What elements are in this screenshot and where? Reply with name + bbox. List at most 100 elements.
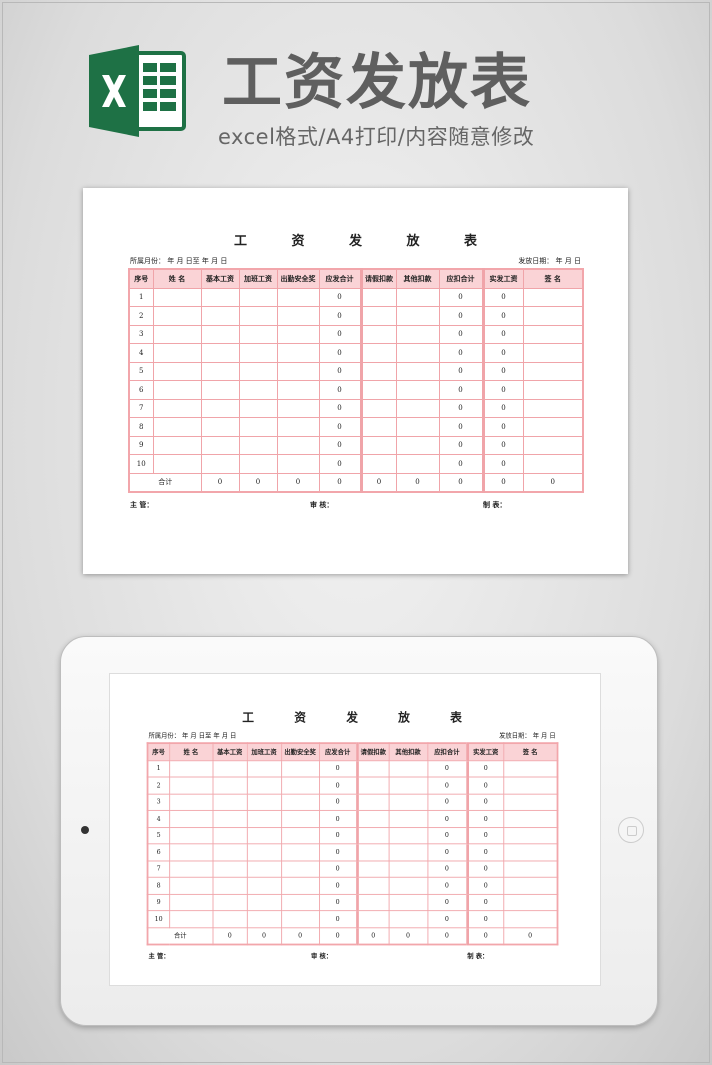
table-cell[interactable] xyxy=(152,343,202,363)
table-cell[interactable]: 0 xyxy=(481,287,524,307)
table-cell[interactable] xyxy=(502,809,558,828)
table-cell[interactable]: 0 xyxy=(481,343,524,363)
table-cell[interactable]: 0 xyxy=(465,910,504,928)
table-cell[interactable] xyxy=(168,793,214,811)
table-cell[interactable] xyxy=(276,417,320,437)
table-cell[interactable] xyxy=(280,860,320,878)
table-cell[interactable]: 0 xyxy=(465,893,504,912)
table-cell[interactable] xyxy=(355,826,390,845)
table-cell[interactable] xyxy=(276,306,320,326)
table-cell[interactable] xyxy=(212,776,248,795)
table-cell[interactable]: 0 xyxy=(465,860,504,878)
table-cell[interactable]: 4 xyxy=(128,343,154,363)
table-cell[interactable] xyxy=(355,910,390,928)
table-cell[interactable]: 0 xyxy=(427,826,468,845)
table-cell[interactable] xyxy=(522,306,584,326)
table-cell[interactable]: 9 xyxy=(128,435,154,455)
table-cell[interactable] xyxy=(355,809,390,828)
table-cell[interactable] xyxy=(388,793,428,811)
table-cell[interactable] xyxy=(388,759,428,778)
table-cell[interactable] xyxy=(355,759,390,778)
table-cell[interactable] xyxy=(359,306,397,326)
table-cell[interactable] xyxy=(280,910,320,928)
table-cell[interactable] xyxy=(502,759,558,778)
table-cell[interactable] xyxy=(502,843,558,861)
table-cell[interactable] xyxy=(168,826,214,845)
table-cell[interactable]: 0 xyxy=(481,324,524,344)
table-cell[interactable] xyxy=(359,343,397,363)
table-cell[interactable]: 0 xyxy=(465,876,504,895)
table-cell[interactable] xyxy=(212,809,248,828)
table-cell[interactable] xyxy=(395,343,440,363)
table-cell[interactable] xyxy=(502,910,558,928)
table-cell[interactable] xyxy=(359,417,397,437)
table-cell[interactable]: 2 xyxy=(128,306,154,326)
table-cell[interactable] xyxy=(200,343,240,363)
table-cell[interactable] xyxy=(522,398,584,418)
table-cell[interactable]: 0 xyxy=(438,454,484,474)
table-cell[interactable] xyxy=(395,380,440,400)
table-cell[interactable] xyxy=(152,361,202,381)
table-cell[interactable] xyxy=(276,343,320,363)
table-cell[interactable]: 0 xyxy=(427,860,468,878)
table-cell[interactable] xyxy=(355,776,390,795)
table-cell[interactable] xyxy=(238,324,278,344)
table-cell[interactable] xyxy=(502,876,558,895)
table-cell[interactable]: 0 xyxy=(465,776,504,795)
table-cell[interactable] xyxy=(152,324,202,344)
table-cell[interactable] xyxy=(522,417,584,437)
table-cell[interactable]: 10 xyxy=(147,910,170,928)
table-cell[interactable]: 6 xyxy=(147,843,170,861)
table-cell[interactable] xyxy=(395,287,440,307)
table-cell[interactable]: 10 xyxy=(128,454,154,474)
table-cell[interactable] xyxy=(212,876,248,895)
table-cell[interactable]: 0 xyxy=(427,876,468,895)
table-cell[interactable] xyxy=(388,843,428,861)
table-cell[interactable]: 0 xyxy=(318,776,358,795)
table-cell[interactable]: 7 xyxy=(128,398,154,418)
table-cell[interactable] xyxy=(388,776,428,795)
table-cell[interactable]: 0 xyxy=(427,759,468,778)
table-cell[interactable] xyxy=(238,361,278,381)
table-cell[interactable] xyxy=(359,454,397,474)
table-cell[interactable]: 6 xyxy=(128,380,154,400)
table-cell[interactable]: 0 xyxy=(438,324,484,344)
table-cell[interactable] xyxy=(212,759,248,778)
table-cell[interactable] xyxy=(388,910,428,928)
table-cell[interactable]: 0 xyxy=(318,361,362,381)
table-cell[interactable] xyxy=(502,793,558,811)
table-cell[interactable]: 3 xyxy=(128,324,154,344)
table-cell[interactable] xyxy=(246,876,282,895)
table-cell[interactable] xyxy=(522,361,584,381)
table-cell[interactable] xyxy=(246,843,282,861)
table-cell[interactable]: 0 xyxy=(438,343,484,363)
table-cell[interactable]: 2 xyxy=(147,776,170,795)
table-cell[interactable] xyxy=(522,324,584,344)
table-cell[interactable]: 5 xyxy=(128,361,154,381)
table-cell[interactable] xyxy=(238,380,278,400)
table-cell[interactable] xyxy=(152,287,202,307)
table-cell[interactable] xyxy=(280,893,320,912)
table-cell[interactable] xyxy=(522,343,584,363)
table-cell[interactable]: 0 xyxy=(318,454,362,474)
table-cell[interactable]: 0 xyxy=(318,793,358,811)
table-cell[interactable] xyxy=(246,826,282,845)
table-cell[interactable]: 0 xyxy=(318,380,362,400)
table-cell[interactable] xyxy=(168,843,214,861)
table-cell[interactable]: 0 xyxy=(318,910,358,928)
table-cell[interactable]: 0 xyxy=(465,826,504,845)
table-cell[interactable] xyxy=(388,826,428,845)
table-cell[interactable] xyxy=(212,843,248,861)
table-cell[interactable]: 0 xyxy=(481,454,524,474)
table-cell[interactable] xyxy=(168,776,214,795)
table-cell[interactable] xyxy=(388,809,428,828)
table-cell[interactable]: 0 xyxy=(481,398,524,418)
table-cell[interactable] xyxy=(395,454,440,474)
table-cell[interactable] xyxy=(238,287,278,307)
table-cell[interactable] xyxy=(200,435,240,455)
table-cell[interactable]: 0 xyxy=(438,398,484,418)
table-cell[interactable] xyxy=(276,435,320,455)
table-cell[interactable] xyxy=(280,809,320,828)
table-cell[interactable] xyxy=(152,417,202,437)
table-cell[interactable]: 0 xyxy=(318,876,358,895)
